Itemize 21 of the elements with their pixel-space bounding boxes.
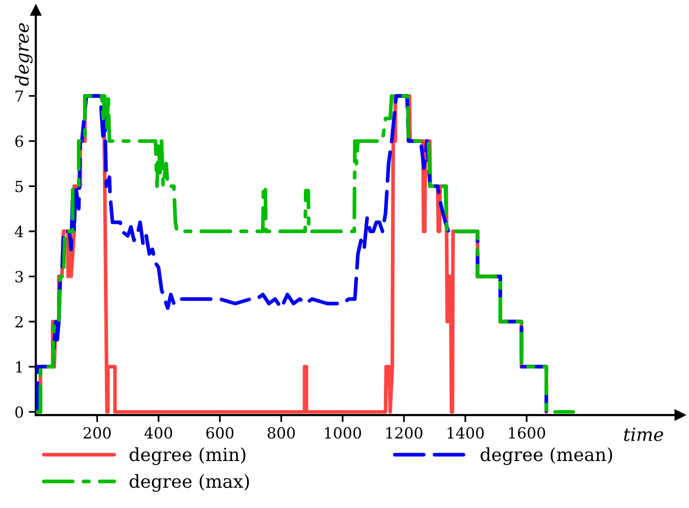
x-tick-label: 1000 xyxy=(325,427,362,439)
x-tick-label: 200 xyxy=(84,427,111,439)
y-tick-label: 6 xyxy=(15,136,24,148)
x-tick-label: 800 xyxy=(268,427,295,439)
y-tick-label: 7 xyxy=(16,90,23,102)
x-axis-title: time xyxy=(624,428,664,442)
x-tick-label: 400 xyxy=(144,427,172,439)
y-tick-label: 4 xyxy=(14,226,24,238)
y-tick-label: 5 xyxy=(16,180,23,192)
x-tick-label: 1600 xyxy=(509,427,546,439)
x-tick-label: 1400 xyxy=(448,427,484,439)
x-tick-label: 1200 xyxy=(386,427,422,439)
legend-label: degree (max) xyxy=(130,474,249,492)
y-tick-label: 2 xyxy=(15,316,23,328)
y-axis-title: degree xyxy=(14,23,33,86)
legend-label: degree (mean) xyxy=(480,447,612,465)
y-tick-label: 0 xyxy=(15,406,24,418)
legend-label: degree (min) xyxy=(130,447,246,465)
x-tick-label: 600 xyxy=(206,427,234,439)
y-tick-label: 1 xyxy=(16,361,22,373)
y-tick-label: 3 xyxy=(15,270,23,282)
